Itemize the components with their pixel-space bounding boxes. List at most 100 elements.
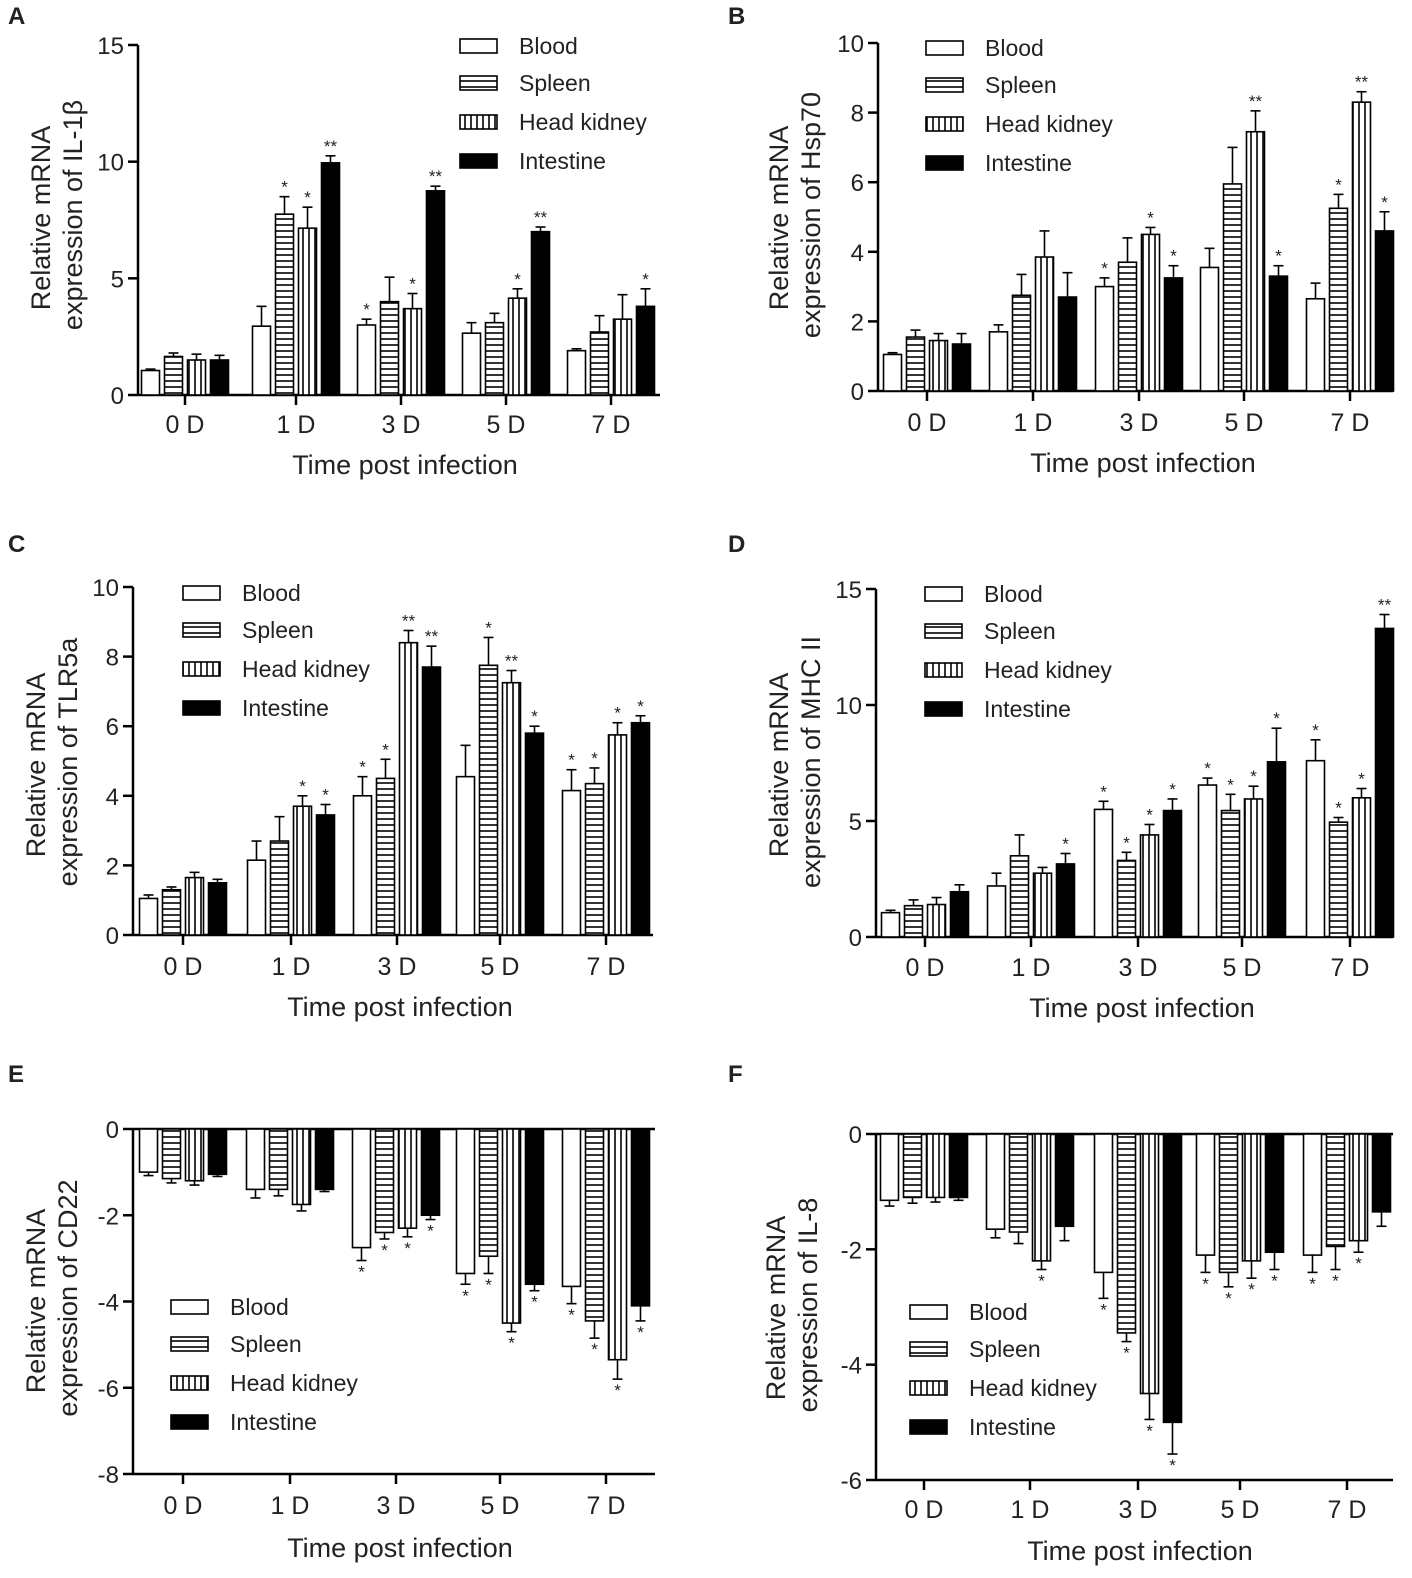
panel-label: A bbox=[8, 3, 25, 30]
bar-blood bbox=[251, 325, 272, 396]
panel-a-il1b: A Relative mRNA expression of IL-1β Time… bbox=[8, 3, 660, 480]
bar-head-kidney bbox=[184, 1128, 205, 1182]
y-tick-label: -4 bbox=[841, 1353, 862, 1380]
bar-spleen bbox=[1328, 207, 1349, 392]
legend: Blood Spleen Head kidney Intestine bbox=[909, 1299, 1097, 1440]
bar-intestine bbox=[1268, 275, 1289, 392]
y-tick-label: 0 bbox=[851, 379, 864, 406]
significance-mark: * bbox=[1248, 1280, 1255, 1299]
significance-mark: * bbox=[514, 270, 521, 289]
significance-mark: * bbox=[568, 1306, 575, 1325]
x-tick-label: 0 D bbox=[164, 953, 203, 981]
x-tick-label: 7 D bbox=[1331, 954, 1370, 982]
legend-label: Spleen bbox=[985, 72, 1057, 98]
bar-blood bbox=[1302, 1133, 1323, 1256]
bar-intestine bbox=[1371, 1133, 1392, 1213]
plot-area: -6 -4 -2 0 0 D 1 D 3 D 5 D 7 D * * * * * * * * * * * * Blood S… bbox=[841, 1122, 1393, 1524]
bar-blood bbox=[985, 1133, 1006, 1230]
bar-spleen bbox=[161, 888, 182, 936]
x-tick-label: 1 D bbox=[272, 953, 311, 981]
significance-mark: * bbox=[1169, 780, 1176, 799]
legend-swatch-intestine bbox=[925, 155, 964, 171]
y-tick-label: -4 bbox=[98, 1290, 119, 1317]
x-tick-label: 1 D bbox=[1011, 1496, 1050, 1524]
legend: Blood Spleen Head kidney Intestine bbox=[459, 33, 647, 174]
bar-intestine bbox=[1163, 277, 1184, 392]
x-tick-label: 0 D bbox=[164, 1492, 203, 1520]
legend-swatch-intestine bbox=[924, 701, 963, 717]
significance-mark: * bbox=[1225, 1289, 1232, 1308]
significance-mark: * bbox=[1100, 782, 1107, 801]
bar-head-kidney bbox=[297, 227, 318, 396]
significance-mark: * bbox=[382, 740, 389, 759]
x-tick-label: 1 D bbox=[1012, 954, 1051, 982]
bar-intestine bbox=[1374, 230, 1395, 392]
significance-mark: * bbox=[358, 1263, 365, 1282]
y-tick-label: 10 bbox=[835, 693, 862, 720]
legend-label: Head kidney bbox=[984, 657, 1112, 683]
significance-mark: * bbox=[591, 749, 598, 768]
significance-mark: * bbox=[1038, 1272, 1045, 1291]
significance-mark: * bbox=[1202, 1274, 1209, 1293]
significance-mark: * bbox=[614, 1381, 621, 1400]
significance-mark: * bbox=[1146, 1421, 1153, 1440]
significance-mark: * bbox=[1100, 1300, 1107, 1319]
bar-intestine bbox=[1266, 761, 1287, 938]
y-tick-label: 6 bbox=[851, 170, 864, 197]
panel-label: C bbox=[8, 531, 25, 558]
x-tick-label: 7 D bbox=[1328, 1496, 1367, 1524]
significance-mark: * bbox=[381, 1241, 388, 1260]
significance-mark: * bbox=[568, 751, 575, 770]
bar-head-kidney bbox=[1351, 101, 1372, 392]
legend-label: Spleen bbox=[519, 70, 591, 96]
x-tick-label: 7 D bbox=[592, 411, 631, 439]
y-tick-label: 15 bbox=[835, 577, 862, 604]
y-axis-label: Relative mRNA expression of TLR5a bbox=[21, 637, 83, 887]
significance-mark: * bbox=[1332, 1272, 1339, 1291]
bar-head-kidney bbox=[607, 734, 628, 936]
significance-mark: * bbox=[1101, 259, 1108, 278]
bar-head-kidney bbox=[612, 318, 633, 396]
legend-label: Blood bbox=[230, 1294, 289, 1320]
legend-label: Blood bbox=[242, 580, 301, 606]
bar-intestine bbox=[421, 666, 442, 936]
bar-intestine bbox=[209, 359, 230, 396]
bar-head-kidney bbox=[607, 1128, 628, 1361]
legend: Blood Spleen Head kidney Intestine bbox=[170, 1294, 358, 1435]
x-tick-label: 7 D bbox=[587, 1492, 626, 1520]
bar-spleen bbox=[1011, 294, 1032, 392]
bar-blood bbox=[988, 331, 1009, 392]
bar-intestine bbox=[1057, 296, 1078, 392]
legend-swatch-spleen bbox=[909, 1341, 948, 1357]
legend-swatch-head-kidney bbox=[170, 1375, 209, 1391]
bar-intestine bbox=[949, 890, 970, 938]
legend: Blood Spleen Head kidney Intestine bbox=[925, 35, 1113, 176]
bar-head-kidney bbox=[501, 681, 522, 936]
significance-mark: * bbox=[1062, 834, 1069, 853]
bar-intestine bbox=[315, 814, 336, 936]
bar-head-kidney bbox=[1140, 233, 1161, 392]
bar-intestine bbox=[630, 1128, 651, 1307]
significance-mark: ** bbox=[402, 612, 416, 631]
significance-mark: * bbox=[363, 300, 370, 319]
legend-label: Spleen bbox=[242, 617, 314, 643]
bar-blood bbox=[1094, 285, 1115, 392]
y-axis-label-line2: expression of CD22 bbox=[53, 1179, 83, 1416]
y-tick-label: 6 bbox=[106, 714, 119, 741]
bar-intestine bbox=[630, 721, 651, 936]
y-axis-label-line1: Relative mRNA bbox=[764, 126, 794, 311]
bar-spleen bbox=[1117, 261, 1138, 392]
panel-b-hsp70: B Relative mRNA expression of Hsp70 Time… bbox=[728, 3, 1395, 478]
bar-blood bbox=[455, 775, 476, 936]
bar-spleen bbox=[484, 321, 505, 396]
bar-blood bbox=[566, 349, 587, 396]
panel-e-cd22: E Relative mRNA expression of CD22 Time … bbox=[8, 1061, 655, 1563]
legend-swatch-spleen bbox=[925, 77, 964, 93]
significance-mark: ** bbox=[1378, 596, 1392, 615]
bar-head-kidney bbox=[292, 805, 313, 936]
y-axis-label-line2: expression of TLR5a bbox=[53, 637, 83, 887]
x-axis-label: Time post infection bbox=[1029, 993, 1255, 1023]
bar-head-kidney bbox=[1245, 130, 1266, 392]
